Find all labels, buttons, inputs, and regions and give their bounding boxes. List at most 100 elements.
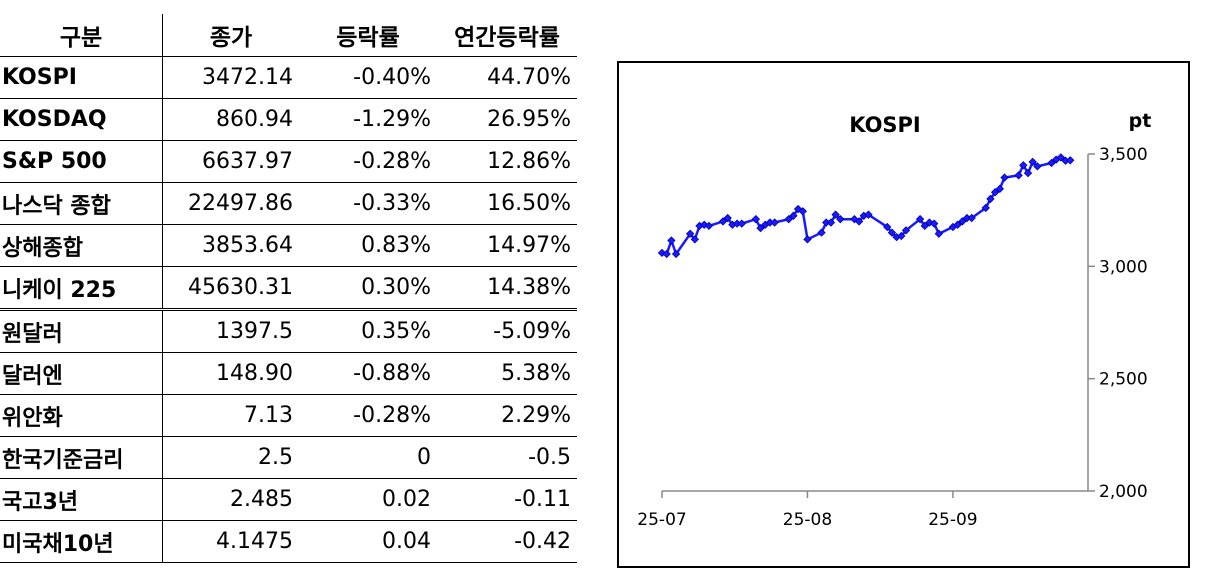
row-change: -0.28% — [299, 140, 437, 183]
row-name: S&P 500 — [0, 140, 163, 183]
header-ytd-change: 연간등락률 — [437, 14, 577, 57]
data-point — [958, 217, 967, 226]
table-row: 위안화 7.13 -0.28% 2.29% — [0, 394, 577, 437]
row-name: 국고3년 — [0, 478, 163, 521]
table-header-row: 구분 종가 등락률 연간등락률 — [0, 14, 577, 57]
data-point — [718, 217, 728, 226]
y-tick-label: 2,500 — [1099, 370, 1148, 390]
row-close: 2.485 — [162, 478, 299, 521]
data-point — [1066, 156, 1075, 165]
data-point — [1014, 171, 1023, 180]
data-point — [751, 214, 761, 224]
table-row: KOSPI 3472.14 -0.40% 44.70% — [0, 56, 577, 99]
row-name: 달러엔 — [0, 352, 163, 395]
row-change: 0.02 — [299, 478, 437, 521]
row-name: KOSPI — [0, 56, 163, 99]
data-point — [1000, 173, 1009, 182]
y-tick-label: 3,500 — [1099, 145, 1148, 165]
row-change: 0.35% — [299, 309, 437, 353]
row-change: 0.04 — [299, 520, 437, 563]
row-close: 6637.97 — [162, 140, 299, 183]
row-ytd: -0.5 — [437, 436, 577, 479]
x-tick-label: 25-09 — [928, 510, 977, 530]
data-point — [756, 223, 765, 233]
header-close: 종가 — [162, 14, 299, 57]
data-point — [1019, 161, 1028, 170]
data-point — [887, 228, 897, 237]
data-point — [826, 218, 836, 227]
row-change: 0.83% — [299, 224, 437, 267]
data-point — [934, 229, 944, 238]
data-point — [901, 226, 911, 235]
data-point — [836, 214, 845, 224]
row-ytd: -0.11 — [437, 478, 577, 521]
data-point — [915, 214, 925, 224]
table-row: S&P 500 6637.97 -0.28% 12.86% — [0, 140, 577, 183]
data-point — [817, 228, 826, 237]
row-name: 미국채10년 — [0, 520, 163, 563]
row-close: 45630.31 — [162, 266, 299, 311]
row-ytd: -5.09% — [437, 309, 577, 353]
header-change: 등락률 — [299, 14, 437, 57]
row-ytd: 16.50% — [437, 182, 577, 225]
data-point — [803, 235, 812, 244]
data-point — [789, 211, 798, 220]
data-point — [990, 188, 1000, 197]
kospi-chart: KOSPI pt 2,000 2,500 3,000 3,500 25-07 25-08 2… — [617, 61, 1190, 568]
row-change: 0.30% — [299, 266, 437, 311]
data-point — [770, 218, 779, 227]
data-point — [667, 236, 676, 245]
chart-title: KOSPI — [849, 113, 921, 137]
row-close: 3472.14 — [162, 56, 299, 99]
x-tick-label: 25-08 — [783, 510, 832, 530]
data-point — [995, 184, 1005, 193]
row-close: 3853.64 — [162, 224, 299, 267]
data-point — [986, 194, 995, 204]
row-close: 860.94 — [162, 98, 299, 141]
row-change: -0.28% — [299, 394, 437, 437]
data-point — [831, 210, 840, 219]
row-name: 상해종합 — [0, 224, 163, 267]
kospi-chart-svg: KOSPI pt 2,000 2,500 3,000 3,500 25-07 25-08 2… — [637, 110, 1152, 530]
kospi-series-line — [661, 155, 1071, 257]
row-ytd: 44.70% — [437, 56, 577, 99]
row-name: 나스닥 종합 — [0, 182, 163, 225]
data-point — [953, 220, 962, 229]
data-point — [897, 231, 906, 241]
row-name: KOSDAQ — [0, 98, 163, 141]
data-point — [723, 213, 732, 223]
row-change: 0 — [299, 436, 437, 479]
data-point — [864, 210, 873, 219]
data-point — [690, 235, 700, 244]
table-row: 원달러 1397.5 0.35% -5.09% — [0, 309, 577, 353]
data-point — [1028, 157, 1037, 167]
row-change: -0.33% — [299, 182, 437, 225]
table-row: 상해종합 3853.64 0.83% 14.97% — [0, 224, 577, 267]
data-point — [1056, 153, 1066, 162]
row-close: 22497.86 — [162, 182, 299, 225]
data-point — [784, 214, 793, 224]
data-point — [854, 217, 864, 226]
data-point — [929, 219, 939, 228]
header-category: 구분 — [0, 14, 163, 57]
row-change: -1.29% — [299, 98, 437, 141]
data-point — [981, 203, 990, 213]
y-tick-label: 2,000 — [1099, 482, 1148, 502]
table-row: 미국채10년 4.1475 0.04 -0.42 — [0, 520, 577, 563]
table-row: 한국기준금리 2.5 0 -0.5 — [0, 436, 577, 479]
table-row: 국고3년 2.485 0.02 -0.11 — [0, 478, 577, 521]
row-close: 2.5 — [162, 436, 299, 479]
table-row: 달러엔 148.90 -0.88% 5.38% — [0, 352, 577, 395]
data-point — [883, 222, 892, 232]
data-point — [967, 213, 976, 223]
row-close: 1397.5 — [162, 309, 299, 353]
data-point — [1033, 162, 1042, 171]
row-ytd: 5.38% — [437, 352, 577, 395]
row-ytd: 14.38% — [437, 266, 577, 311]
y-axis-label: pt — [1129, 110, 1152, 132]
row-name: 위안화 — [0, 394, 163, 437]
data-point — [662, 249, 671, 259]
row-name: 원달러 — [0, 309, 163, 353]
data-point — [671, 249, 681, 259]
row-name: 니케이 225 — [0, 266, 163, 311]
